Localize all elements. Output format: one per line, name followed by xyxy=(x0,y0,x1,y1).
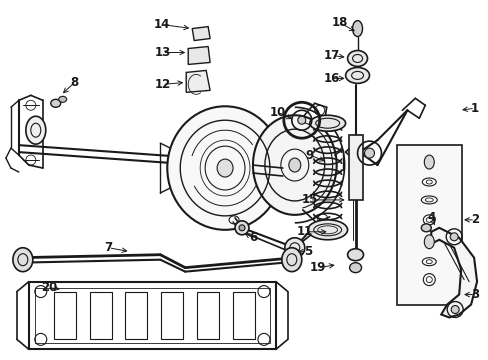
Bar xyxy=(397,145,461,305)
Ellipse shape xyxy=(59,96,66,102)
Ellipse shape xyxy=(345,67,369,84)
Bar xyxy=(348,135,362,200)
Ellipse shape xyxy=(281,248,301,272)
Ellipse shape xyxy=(364,148,374,158)
Ellipse shape xyxy=(235,221,248,235)
Ellipse shape xyxy=(352,21,362,37)
Ellipse shape xyxy=(288,158,300,172)
Text: 8: 8 xyxy=(70,76,79,89)
Text: 13: 13 xyxy=(154,46,170,59)
Text: 4: 4 xyxy=(427,211,434,224)
Polygon shape xyxy=(430,228,476,318)
Ellipse shape xyxy=(347,249,363,261)
Ellipse shape xyxy=(421,224,430,232)
Text: 11: 11 xyxy=(296,225,312,238)
Bar xyxy=(161,292,183,339)
Polygon shape xyxy=(188,46,210,64)
Polygon shape xyxy=(192,27,210,41)
Text: 1: 1 xyxy=(470,102,478,115)
Ellipse shape xyxy=(297,116,305,124)
Bar xyxy=(197,292,219,339)
Ellipse shape xyxy=(307,220,347,240)
Text: 12: 12 xyxy=(154,78,170,91)
Ellipse shape xyxy=(449,233,457,241)
Ellipse shape xyxy=(309,115,345,131)
Text: 15: 15 xyxy=(301,193,317,206)
Ellipse shape xyxy=(424,155,433,169)
Text: 6: 6 xyxy=(248,231,257,244)
Text: 19: 19 xyxy=(309,261,325,274)
Ellipse shape xyxy=(252,115,336,215)
Bar xyxy=(54,292,76,339)
Ellipse shape xyxy=(347,50,367,67)
Ellipse shape xyxy=(239,225,244,231)
Ellipse shape xyxy=(167,106,282,230)
Text: 7: 7 xyxy=(104,241,112,254)
Text: 20: 20 xyxy=(41,281,57,294)
Text: 3: 3 xyxy=(470,288,478,301)
Bar xyxy=(89,292,111,339)
Ellipse shape xyxy=(424,235,433,249)
Ellipse shape xyxy=(51,99,61,107)
Polygon shape xyxy=(186,71,210,92)
Text: 14: 14 xyxy=(154,18,170,31)
Text: 16: 16 xyxy=(323,72,339,85)
Ellipse shape xyxy=(217,159,233,177)
Text: 18: 18 xyxy=(331,16,347,29)
Bar xyxy=(35,288,269,343)
Text: 10: 10 xyxy=(269,106,285,119)
Bar xyxy=(233,292,254,339)
Text: 17: 17 xyxy=(323,49,339,62)
Ellipse shape xyxy=(349,263,361,273)
Ellipse shape xyxy=(285,238,304,258)
Ellipse shape xyxy=(450,306,458,314)
Text: 9: 9 xyxy=(305,149,313,162)
Ellipse shape xyxy=(13,248,33,272)
Ellipse shape xyxy=(26,116,46,144)
Bar xyxy=(125,292,147,339)
Text: 2: 2 xyxy=(470,213,478,226)
Text: 5: 5 xyxy=(303,245,311,258)
